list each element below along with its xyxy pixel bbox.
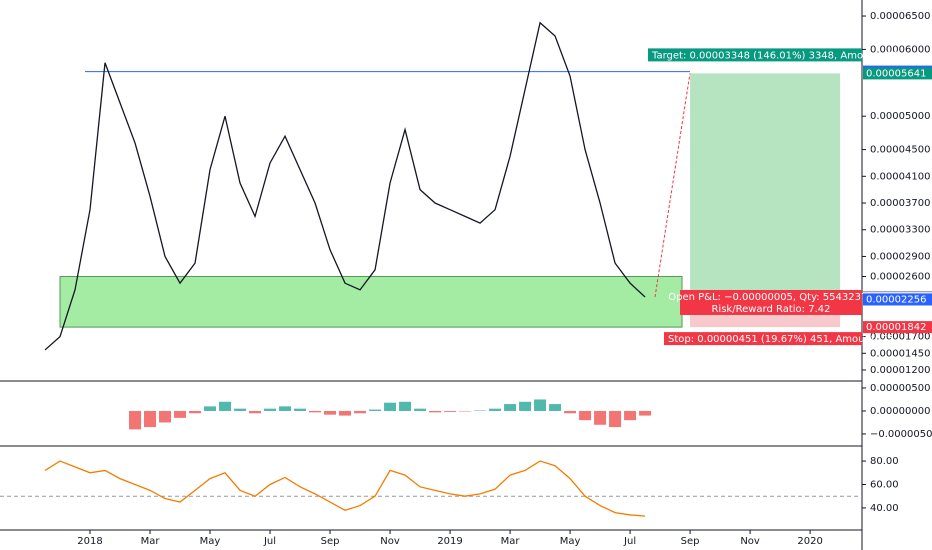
y-tick-label: 0.00001700 xyxy=(870,332,930,343)
price-tag xyxy=(863,293,932,306)
bar xyxy=(219,401,232,411)
pnl-label-bg xyxy=(680,289,862,303)
y-tick-label: 0.00000500 xyxy=(870,383,930,394)
x-tick-label: 2020 xyxy=(797,536,822,547)
bar xyxy=(564,410,577,414)
bar xyxy=(189,410,202,414)
bar xyxy=(264,408,277,411)
x-tick-label: 2019 xyxy=(437,536,462,547)
y-tick-label: 0.00002600 xyxy=(870,271,930,282)
bar xyxy=(234,408,247,411)
price-tag-label: 0.00005641 xyxy=(866,68,926,79)
y-tick-label: 0.00001450 xyxy=(870,348,930,359)
price-tag xyxy=(863,321,932,334)
bar xyxy=(624,410,637,421)
price-tag-label: 0.00001842 xyxy=(866,322,926,333)
y-tick-label: 60.00 xyxy=(870,479,899,490)
bar xyxy=(144,410,157,428)
rr-label: Risk/Reward Ratio: 7.42 xyxy=(711,304,830,315)
y-tick-label: −0.00000500 xyxy=(870,429,932,440)
bar xyxy=(159,410,172,423)
x-tick-label: Jul xyxy=(263,536,276,547)
y-tick-label: 80.00 xyxy=(870,456,899,467)
target-label-bg xyxy=(648,48,862,62)
y-tick-label: 0.00000000 xyxy=(870,406,930,417)
target-label: Target: 0.00003348 (146.01%) 3348, Amoun… xyxy=(651,50,899,61)
bar xyxy=(174,410,187,418)
projection xyxy=(654,73,691,298)
bar xyxy=(609,410,622,428)
stop-label-bg xyxy=(664,332,862,346)
y-tick-label: 40.00 xyxy=(870,503,899,514)
x-tick-label: Mar xyxy=(141,536,161,547)
bar xyxy=(369,409,382,411)
bar xyxy=(129,410,142,430)
bar xyxy=(429,410,442,413)
y-tick-label: 0.00004500 xyxy=(870,145,930,156)
bar xyxy=(639,410,652,416)
x-tick-label: Sep xyxy=(681,536,700,547)
y-tick-label: 0.00005000 xyxy=(870,111,930,122)
bar xyxy=(249,410,262,414)
bar xyxy=(489,408,502,411)
y-tick-label: 0.00001200 xyxy=(870,365,930,376)
x-tick-label: Nov xyxy=(380,536,400,547)
bar xyxy=(444,410,457,412)
line-series xyxy=(44,460,646,517)
bar xyxy=(549,404,562,411)
support-zone xyxy=(59,275,683,328)
x-tick-label: Jul xyxy=(623,536,636,547)
bar xyxy=(414,408,427,411)
bar xyxy=(309,410,322,413)
pnl-label: Open P&L: −0.00000005, Qty: 55432372 xyxy=(668,292,873,303)
bar xyxy=(279,406,292,411)
x-tick-label: Mar xyxy=(501,536,521,547)
y-tick-label: 0.00004100 xyxy=(870,171,930,182)
x-tick-label: May xyxy=(200,536,221,547)
x-tick-label: Sep xyxy=(321,536,340,547)
stop-label: Stop: 0.00000451 (19.67%) 451, Amount: 7… xyxy=(668,334,894,345)
y-tick-label: 0.00006000 xyxy=(870,44,930,55)
price-tag-label: 0.00002256 xyxy=(866,294,926,305)
y-tick-label: 0.00003700 xyxy=(870,198,930,209)
target-zone xyxy=(690,73,841,297)
bar xyxy=(399,401,412,411)
bar xyxy=(204,406,217,411)
bar xyxy=(534,399,547,411)
bar xyxy=(594,410,607,425)
y-tick-label: 0.00002900 xyxy=(870,251,930,262)
bar xyxy=(579,410,592,421)
bar xyxy=(294,408,307,411)
line-series xyxy=(44,21,646,351)
bar xyxy=(384,402,397,411)
bar xyxy=(504,404,517,411)
x-tick-label: Nov xyxy=(740,536,760,547)
rr-label-bg xyxy=(680,301,862,315)
bar xyxy=(354,410,367,414)
y-tick-label: 0.00003300 xyxy=(870,225,930,236)
x-tick-label: May xyxy=(560,536,581,547)
y-tick-label: 0.00006500 xyxy=(870,11,930,22)
price-tag xyxy=(863,67,932,80)
bar xyxy=(324,410,337,415)
bar xyxy=(519,401,532,411)
bar xyxy=(339,410,352,416)
x-tick-label: 2018 xyxy=(77,536,102,547)
